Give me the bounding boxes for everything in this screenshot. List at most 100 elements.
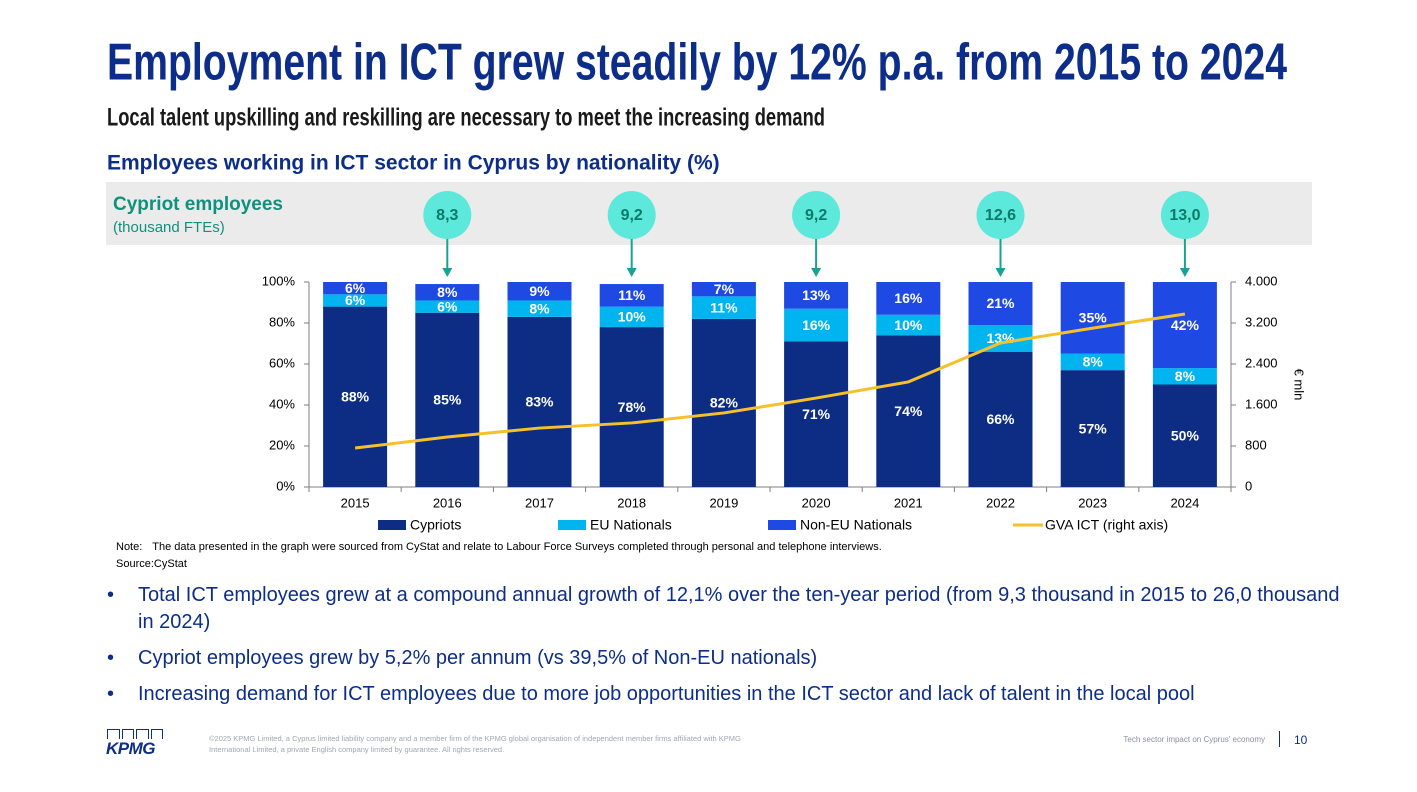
bullet: Total ICT employees grew at a compound a…	[107, 582, 1347, 636]
y2-tick-label: 4.000	[1245, 273, 1278, 288]
x-tick-label: 2021	[894, 495, 923, 510]
data-label: 8%	[529, 300, 550, 316]
callout-label: 13,0	[1169, 207, 1200, 224]
legend-label: Cypriots	[410, 517, 461, 533]
callout-circle	[976, 191, 1025, 239]
legend-swatch	[558, 520, 586, 530]
data-label: 8%	[1083, 354, 1104, 370]
callout-label: 8,3	[436, 207, 458, 224]
bullet: Cypriot employees grew by 5,2% per annum…	[107, 645, 1347, 672]
bar-segment	[691, 282, 756, 297]
bar-segment	[323, 294, 388, 307]
bar-segment	[1060, 370, 1125, 487]
panel-subtitle: (thousand FTEs)	[113, 219, 225, 236]
line	[354, 312, 1186, 450]
callout-circle	[423, 191, 472, 239]
data-label: 11%	[618, 287, 646, 303]
data-label: 88%	[341, 389, 370, 405]
bar-segment	[599, 306, 664, 328]
bar-segment	[599, 284, 664, 307]
x-tick-label: 2017	[525, 495, 554, 510]
legend-swatch	[768, 520, 796, 530]
callout-arrowhead	[626, 268, 637, 277]
slide-title: Employment in ICT grew steadily by 12% p…	[107, 34, 1287, 92]
panel	[106, 182, 1312, 245]
bullet-list: Total ICT employees grew at a compound a…	[107, 582, 1347, 717]
y2-tick-label: 800	[1245, 437, 1267, 452]
callout-circle	[1160, 191, 1209, 239]
data-label: 42%	[1171, 317, 1200, 333]
bar-segment	[784, 282, 849, 309]
page-number: 10	[1294, 733, 1308, 747]
bar-segment	[1060, 282, 1125, 354]
data-label: 82%	[710, 395, 739, 411]
callout-label: 9,2	[621, 207, 643, 224]
y-tick-label: 0%	[276, 478, 295, 493]
bar-segment	[323, 282, 388, 295]
bar-segment	[876, 335, 941, 487]
legend-label: GVA ICT (right axis)	[1045, 517, 1168, 533]
bar-segment	[507, 300, 572, 317]
data-label: 83%	[525, 394, 554, 410]
bullet: Increasing demand for ICT employees due …	[107, 681, 1347, 708]
data-label: 16%	[802, 317, 831, 333]
bar-segment	[1152, 282, 1217, 369]
y-tick-label: 20%	[269, 437, 295, 452]
x-tick-label: 2018	[617, 495, 646, 510]
bar-segment	[784, 341, 849, 487]
data-label: 7%	[714, 281, 735, 297]
bar-segment	[876, 282, 941, 315]
source: Source:CyStat	[116, 558, 187, 570]
data-label: 35%	[1079, 310, 1108, 326]
callout-label: 9,2	[805, 207, 827, 224]
data-label: 9%	[529, 283, 550, 299]
data-label: 16%	[894, 290, 923, 306]
separator	[1279, 731, 1280, 747]
y-tick-label: 60%	[269, 355, 295, 370]
note: Note: The data presented in the graph wer…	[116, 541, 882, 553]
bar-segment	[1060, 353, 1125, 371]
note-text: The data presented in the graph were sou…	[152, 541, 882, 553]
y2-tick-label: 3.200	[1245, 314, 1278, 329]
note-key: Note:	[116, 541, 143, 553]
bar-segment	[968, 282, 1033, 326]
callout-arrowhead	[811, 268, 822, 277]
data-label: 11%	[710, 299, 738, 315]
y-tick-label: 40%	[269, 396, 295, 411]
data-label: 74%	[894, 403, 923, 419]
data-label: 57%	[1079, 420, 1108, 436]
data-label: 78%	[618, 399, 647, 415]
bar-segment	[507, 282, 572, 301]
data-label: 6%	[345, 280, 366, 296]
legend-label: Non-EU Nationals	[800, 517, 912, 533]
bar-segment	[415, 300, 480, 313]
bar-segment	[691, 318, 756, 487]
bar-segment	[1152, 368, 1217, 385]
callout-arrowhead	[1179, 268, 1190, 277]
bar-segment	[507, 316, 572, 487]
data-label: 6%	[345, 292, 366, 308]
x-tick-label: 2022	[986, 495, 1015, 510]
data-label: 50%	[1171, 427, 1200, 443]
y-tick-label: 80%	[269, 314, 295, 329]
data-label: 21%	[986, 295, 1015, 311]
x-tick-label: 2023	[1078, 495, 1107, 510]
y2-tick-label: 0	[1245, 478, 1252, 493]
legend-label: EU Nationals	[590, 517, 672, 533]
bar-segment	[415, 284, 480, 301]
y2-tick-label: 1.600	[1245, 396, 1278, 411]
slide-subtitle: Local talent upskilling and reskilling a…	[107, 104, 825, 132]
bar-segment	[691, 296, 756, 319]
bar-segment	[876, 314, 941, 336]
data-label: 6%	[437, 298, 458, 314]
x-tick-label: 2019	[709, 495, 738, 510]
bar-segment	[323, 306, 388, 487]
chart-title: Employees working in ICT sector in Cypru…	[107, 152, 720, 175]
y-tick-label: 100%	[262, 273, 296, 288]
data-label: 71%	[802, 406, 831, 422]
data-label: 85%	[433, 392, 462, 408]
legend-swatch	[378, 520, 406, 530]
copyright: ©2025 KPMG Limited, a Cyprus limited lia…	[209, 734, 741, 754]
